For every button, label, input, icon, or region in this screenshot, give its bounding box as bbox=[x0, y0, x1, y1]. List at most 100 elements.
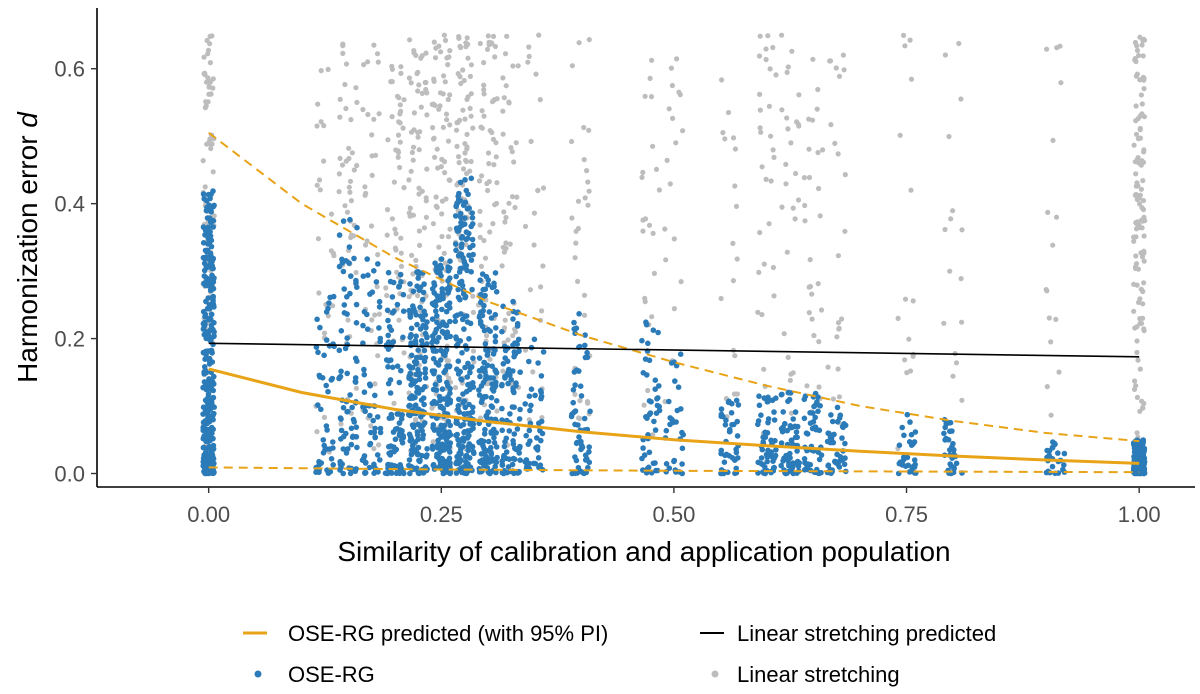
linear-stretching-point bbox=[353, 85, 359, 91]
ose-rg-point bbox=[210, 224, 216, 230]
ose-rg-point bbox=[510, 298, 516, 305]
linear-stretching-point bbox=[719, 77, 725, 83]
ose-rg-point bbox=[413, 333, 419, 340]
linear-stretching-point bbox=[576, 40, 582, 46]
linear-stretching-point bbox=[1136, 52, 1142, 59]
ose-rg-point bbox=[500, 361, 507, 367]
ose-rg-point bbox=[908, 442, 915, 449]
ose-rg-point bbox=[421, 384, 428, 390]
linear-stretching-point bbox=[662, 226, 668, 232]
ose-rg-point bbox=[526, 358, 532, 365]
ose-rg-point bbox=[468, 269, 475, 275]
ose-rg-point bbox=[204, 408, 210, 415]
linear-stretching-point bbox=[1134, 394, 1140, 400]
linear-stretching-point bbox=[1133, 171, 1139, 177]
x-axis-title: Similarity of calibration and applicatio… bbox=[337, 536, 950, 567]
ose-rg-point bbox=[778, 440, 785, 446]
ose-rg-point bbox=[528, 402, 534, 409]
linear-stretching-point bbox=[573, 240, 579, 246]
linear-stretching-point bbox=[816, 339, 822, 345]
linear-stretching-point bbox=[1133, 226, 1140, 232]
ose-rg-point bbox=[408, 376, 415, 383]
ose-rg-point bbox=[639, 337, 645, 344]
linear-stretching-point bbox=[201, 71, 207, 77]
linear-stretching-point bbox=[374, 284, 380, 290]
linear-stretching-point bbox=[389, 216, 395, 222]
linear-stretching-point bbox=[763, 56, 769, 63]
ose-rg-point bbox=[836, 415, 843, 421]
ose-rg-point bbox=[390, 279, 397, 286]
ose-rg-point bbox=[493, 430, 500, 436]
linear-stretching-point bbox=[464, 131, 470, 137]
linear-stretching-point bbox=[1138, 320, 1145, 326]
linear-stretching-point bbox=[811, 332, 817, 339]
linear-stretching-point bbox=[670, 115, 676, 121]
linear-stretching-point bbox=[1140, 197, 1147, 204]
ose-rg-point bbox=[348, 273, 354, 279]
ose-rg-point bbox=[733, 397, 740, 404]
ose-rg-point bbox=[207, 261, 214, 267]
linear-stretching-point bbox=[1137, 77, 1143, 83]
ose-rg-point bbox=[528, 386, 535, 393]
linear-stretching-point bbox=[785, 126, 791, 132]
linear-stretching-point bbox=[401, 350, 407, 356]
linear-stretching-point bbox=[671, 236, 677, 242]
ose-rg-point bbox=[790, 416, 796, 422]
ose-rg-point bbox=[466, 336, 472, 342]
linear-stretching-point bbox=[649, 314, 655, 320]
linear-stretching-point bbox=[441, 73, 447, 79]
ose-rg-point bbox=[206, 202, 212, 208]
ose-rg-point bbox=[396, 411, 402, 418]
ose-rg-point bbox=[469, 364, 475, 370]
ose-rg-point bbox=[770, 458, 776, 465]
linear-stretching-point bbox=[835, 253, 842, 259]
linear-stretching-point bbox=[467, 105, 473, 111]
linear-stretching-point bbox=[1135, 156, 1141, 162]
linear-stretching-point bbox=[1141, 37, 1148, 43]
ose-rg-point bbox=[399, 440, 406, 446]
linear-stretching-point bbox=[364, 238, 370, 244]
ose-rg-point bbox=[459, 377, 465, 383]
linear-stretching-point bbox=[343, 61, 350, 67]
ose-rg-point bbox=[207, 215, 213, 222]
linear-stretching-point bbox=[1134, 47, 1141, 54]
ose-rg-point bbox=[499, 405, 505, 412]
ose-rg-point bbox=[656, 407, 663, 414]
ose-rg-point bbox=[460, 254, 466, 261]
linear-stretching-point bbox=[757, 125, 763, 131]
ose-rg-point bbox=[478, 399, 485, 406]
linear-stretching-point bbox=[353, 269, 359, 276]
ose-rg-point bbox=[408, 325, 415, 332]
linear-stretching-point bbox=[394, 269, 400, 275]
ose-rg-point bbox=[417, 457, 423, 464]
ose-rg-point bbox=[722, 452, 728, 459]
linear-stretching-point bbox=[423, 50, 429, 56]
ose-rg-point bbox=[492, 333, 499, 340]
ose-rg-point bbox=[342, 345, 349, 352]
linear-stretching-point bbox=[790, 205, 796, 211]
linear-stretching-point bbox=[445, 96, 451, 103]
linear-stretching-point bbox=[841, 67, 847, 73]
linear-stretching-point bbox=[397, 102, 403, 108]
linear-stretching-point bbox=[779, 204, 785, 210]
linear-stretching-point bbox=[1048, 412, 1054, 418]
linear-stretching-point bbox=[442, 170, 448, 176]
ose-rg-point bbox=[533, 445, 539, 451]
ose-rg-point bbox=[489, 363, 496, 370]
ose-rg-point bbox=[338, 328, 345, 334]
ose-rg-point bbox=[200, 444, 207, 451]
linear-stretching-point bbox=[457, 43, 463, 49]
ose-rg-point bbox=[429, 316, 436, 322]
linear-stretching-point bbox=[1134, 221, 1140, 227]
linear-stretching-point bbox=[1135, 183, 1141, 189]
ose-rg-point bbox=[418, 397, 425, 403]
linear-stretching-point bbox=[314, 429, 320, 435]
linear-stretching-point bbox=[494, 408, 500, 414]
ose-rg-point bbox=[354, 284, 360, 291]
linear-stretching-point bbox=[401, 97, 407, 103]
ose-rg-point bbox=[503, 435, 510, 442]
linear-stretching-point bbox=[1141, 86, 1147, 92]
ose-rg-point bbox=[771, 464, 777, 471]
ose-rg-point bbox=[408, 340, 414, 346]
ose-rg-point bbox=[400, 291, 407, 298]
